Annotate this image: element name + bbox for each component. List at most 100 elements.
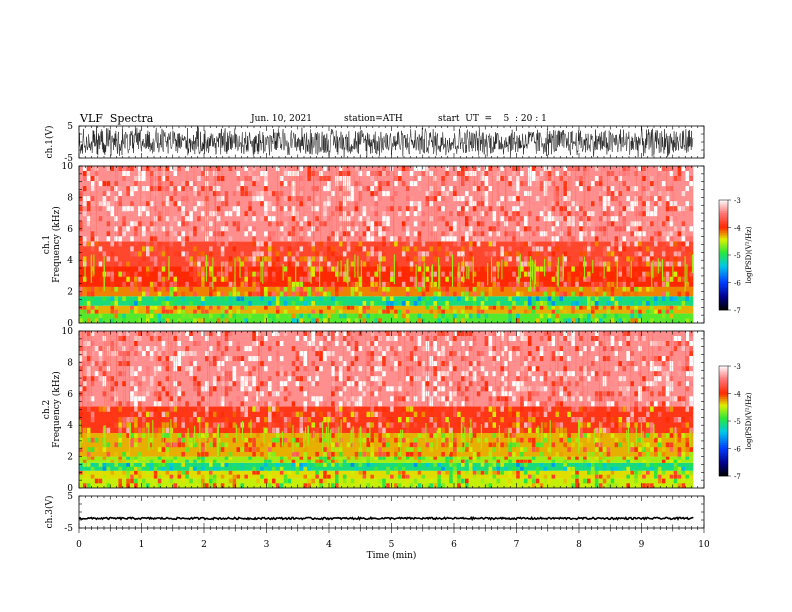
spec2-cell — [146, 366, 150, 372]
spec1-cell — [650, 246, 654, 252]
spec2-cell — [394, 483, 398, 489]
spec2-cell — [177, 442, 182, 448]
spec1-cell — [677, 171, 682, 177]
spec2-cell — [331, 462, 335, 467]
spec2-cell — [378, 417, 382, 423]
spec1-cell — [449, 226, 453, 232]
spec2-cell — [567, 411, 571, 418]
spec1-cell — [177, 318, 182, 324]
spec1-cell — [98, 318, 103, 324]
spec1-cell — [638, 309, 642, 314]
spec1-cell — [386, 281, 390, 287]
spec2-cell — [622, 381, 627, 387]
spec2-cell — [338, 456, 343, 460]
spec2-cell — [630, 406, 634, 412]
spec1-cell — [441, 271, 445, 277]
spec2-cell — [642, 459, 646, 463]
spec2-cell — [543, 474, 548, 479]
spec2-cell — [598, 470, 603, 475]
spec1-cell — [216, 266, 221, 272]
spec1-cell — [362, 261, 367, 267]
spec1-cell — [146, 206, 150, 212]
spec1-cell — [374, 281, 378, 287]
spec2-cell — [488, 386, 493, 392]
spec2-cell — [650, 466, 654, 471]
spec2-cell — [476, 459, 481, 463]
spec2-cell — [685, 361, 690, 367]
spec2-cell — [193, 442, 197, 448]
spec1-cell — [547, 166, 552, 172]
spec2-cell — [86, 433, 91, 438]
spec1-cell — [161, 171, 166, 177]
spec2-cell — [488, 406, 493, 412]
spec2-cell — [86, 470, 91, 475]
spec1-cell — [331, 231, 335, 237]
spec2-cell — [327, 411, 331, 418]
spec1-cell — [512, 301, 516, 306]
spec1-cell — [98, 286, 103, 292]
spec2-cell — [220, 366, 225, 372]
spec1-cell — [114, 313, 118, 319]
spec1-cell — [319, 309, 323, 314]
spec2-cell — [449, 417, 453, 423]
spec2-cell — [390, 341, 394, 347]
spec2-cell — [228, 451, 233, 457]
spec2-cell — [283, 474, 288, 479]
spec1-cell — [149, 256, 154, 262]
spec1-cell — [575, 305, 579, 310]
spec2-cell — [437, 422, 441, 428]
spec2-cell — [500, 336, 504, 342]
spec1-cell — [138, 286, 142, 292]
spec1-cell — [449, 236, 453, 242]
spec1-cell — [638, 276, 642, 282]
spec1-cell — [433, 176, 437, 182]
spec1-cell — [602, 201, 607, 207]
spec2-cell — [370, 422, 374, 428]
spec2-cell — [516, 331, 520, 337]
spec1-cell — [130, 186, 134, 192]
spec1-cell — [272, 236, 276, 242]
spec1-cell — [575, 281, 579, 287]
spec1-cell — [575, 309, 579, 314]
spec2-cell — [228, 381, 233, 387]
spec2-cell — [169, 406, 174, 412]
spec1-cell — [488, 291, 493, 297]
spec1-cell — [153, 246, 158, 252]
spec1-cell — [665, 251, 670, 257]
spec1-cell — [323, 201, 327, 207]
spec1-cell — [382, 291, 386, 297]
spec2-cell — [587, 433, 591, 438]
spec2-cell — [646, 433, 650, 438]
spec1-cell — [610, 305, 615, 310]
spec2-cell — [409, 381, 414, 387]
spec2-cell — [591, 451, 595, 457]
spec2-cell — [642, 346, 646, 352]
spec2-cell — [559, 351, 564, 357]
spec2-cell — [642, 474, 646, 479]
spec1-cell — [472, 216, 477, 222]
spec2-cell — [421, 406, 426, 412]
spec2-cell — [390, 396, 394, 402]
spec1-cell — [547, 201, 552, 207]
spec2-cell — [240, 406, 245, 412]
spec1-cell — [382, 211, 386, 217]
spec1-cell — [335, 231, 339, 237]
spec2-cell — [130, 411, 134, 418]
spec2-cell — [618, 361, 623, 367]
spec2-cell — [173, 422, 178, 428]
spec1-cell — [461, 266, 465, 272]
spec1-cell — [618, 296, 623, 302]
spec1-cell — [177, 206, 182, 212]
spec2-cell — [626, 459, 630, 463]
spec1-cell — [311, 266, 315, 272]
spec2-cell — [531, 356, 536, 362]
spec1-cell — [437, 206, 441, 212]
spec1-cell — [327, 201, 331, 207]
spec2-cell — [256, 386, 260, 392]
spec1-cell — [409, 171, 414, 177]
spec1-cell — [661, 181, 666, 187]
spec2-cell — [516, 474, 520, 479]
spec1-cell — [268, 251, 272, 257]
spec2-cell — [685, 381, 690, 387]
spec2-cell — [630, 459, 634, 463]
